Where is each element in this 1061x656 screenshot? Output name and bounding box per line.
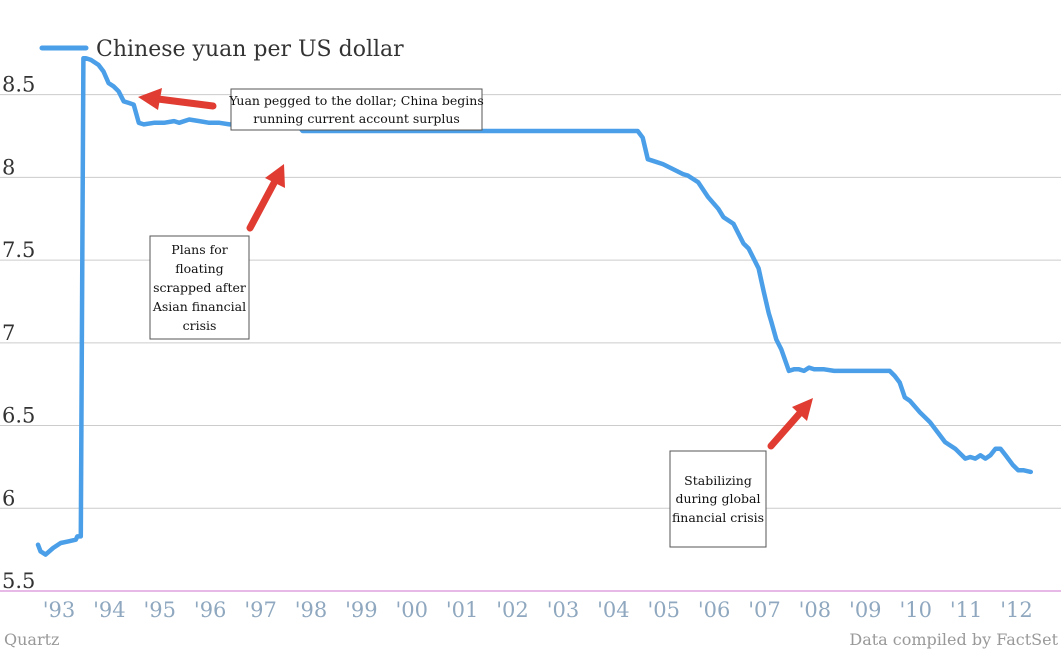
x-tick-label: '11 [950,598,983,622]
series-line-yuan-per-dollar [35,55,1034,557]
annotation-stabilizing: Stabilizing during global financial cris… [669,450,767,548]
annotation-peg-box [230,88,483,131]
arrow-floating-shaft [246,179,278,232]
y-tick-label: 5.5 [2,569,35,593]
x-tick-label: '02 [496,598,529,622]
y-tick-label: 8 [2,155,15,179]
x-tick-label: '10 [899,598,932,622]
y-tick-label: 6.5 [2,404,35,428]
x-tick-label: '96 [194,598,227,622]
annotation-stabilizing-line-1: Stabilizing [684,473,752,488]
annotation-peg-line-2: running current account surplus [253,111,460,126]
arrow-stabilizing-shaft [767,409,804,450]
credit-right: Data compiled by FactSet [849,630,1058,649]
annotation-floating-line-3: scrapped after [153,280,246,295]
arrow-peg-head [138,88,162,110]
arrow-peg [138,88,217,110]
annotation-stabilizing-box [669,450,767,548]
x-tick-label: '04 [597,598,630,622]
x-tick-label: '12 [1000,598,1033,622]
legend: Chinese yuan per US dollar [39,37,404,62]
arrow-floating [246,164,285,232]
annotation-peg-line-1: Yuan pegged to the dollar; China begins [228,93,484,108]
x-tick-label: '08 [799,598,832,622]
annotation-floating-line-1: Plans for [171,242,227,257]
y-tick-label: 8.5 [2,73,35,97]
series-layer [35,55,1034,557]
annotation-peg: Yuan pegged to the dollar; China begins … [228,88,484,131]
y-tick-label: 6 [2,486,15,510]
credit-left: Quartz [4,630,59,649]
y-tick-label: 7.5 [2,238,35,262]
gridlines [0,94,1061,592]
x-tick-label: '01 [446,598,479,622]
x-tick-label: '98 [295,598,328,622]
x-tick-label: '03 [547,598,580,622]
x-tick-label: '09 [849,598,882,622]
annotation-floating-line-2: floating [175,261,223,276]
y-tick-label: 7 [2,321,15,345]
legend-label: Chinese yuan per US dollar [96,37,404,62]
x-tick-label: '97 [244,598,277,622]
arrow-stabilizing-head [792,398,813,421]
annotation-floating-line-4: Asian financial [152,299,246,314]
annotation-floating-box [149,235,250,340]
x-tick-label: '06 [698,598,731,622]
annotation-floating: Plans for floating scrapped after Asian … [149,235,250,340]
x-tick-label: '94 [93,598,126,622]
x-tick-label: '99 [345,598,378,622]
annotation-stabilizing-line-3: financial crisis [672,510,764,525]
x-tick-label: '05 [647,598,680,622]
arrow-stabilizing [767,398,813,450]
y-axis-ticks: 5.5 6 6.5 7 7.5 8 8.5 [2,73,35,593]
x-tick-label: '00 [396,598,429,622]
arrow-floating-head [265,164,285,188]
x-tick-label: '95 [144,598,177,622]
annotation-floating-line-5: crisis [183,318,217,333]
x-tick-label: '93 [43,598,76,622]
arrow-peg-shaft [154,95,217,110]
x-axis-ticks: '93 '94 '95 '96 '97 '98 '99 '00 '01 '02 '03 '04 '05 '… [43,598,1033,622]
annotation-stabilizing-line-2: during global [675,491,760,506]
x-tick-label: '07 [748,598,781,622]
